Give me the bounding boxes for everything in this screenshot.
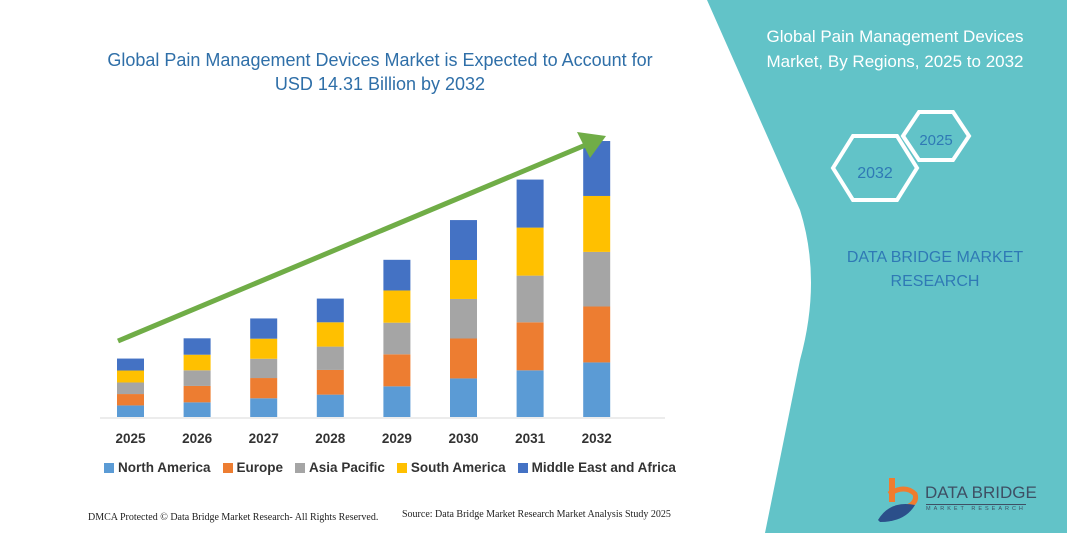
bar-segment-2029-south-america xyxy=(383,290,411,323)
bar-segment-2028-north-america xyxy=(316,394,344,417)
bar-segment-2028-asia-pacific xyxy=(316,346,344,370)
hexagon-2025-label: 2025 xyxy=(919,132,952,149)
bar-segment-2032-asia-pacific xyxy=(583,251,611,307)
trend-arrow-head xyxy=(577,132,606,158)
bar-segment-2027-south-america xyxy=(250,338,278,359)
trend-arrow-line xyxy=(117,141,589,344)
bar-segment-2030-north-america xyxy=(450,378,477,417)
logo-text: DATA BRIDGE xyxy=(925,483,1037,502)
hexagon-2032-label: 2032 xyxy=(857,165,893,182)
legend-label: South America xyxy=(410,460,506,475)
legend-swatch xyxy=(222,462,233,473)
legend-label: North America xyxy=(118,460,211,475)
legend-swatch xyxy=(517,462,528,473)
legend-label: Asia Pacific xyxy=(309,460,385,475)
bar-segment-2026-north-america xyxy=(183,402,211,417)
bar-segment-2029-north-america xyxy=(383,386,411,417)
legend-label: Middle East and Africa xyxy=(531,460,676,475)
bar-segment-2027-north-america xyxy=(250,398,278,417)
x-tick-label: 2028 xyxy=(315,431,346,446)
bar-segment-2030-asia-pacific xyxy=(450,298,477,339)
bar-segment-2030-middle-east-and-africa xyxy=(450,220,477,261)
bar-segment-2027-europe xyxy=(250,378,278,399)
bar-segment-2025-north-america xyxy=(117,405,144,417)
brand-name: DATA BRIDGE MARKET RESEARCH xyxy=(846,249,1024,290)
legend-swatch xyxy=(396,462,407,473)
x-tick-label: 2025 xyxy=(115,431,146,446)
legend: North America Europe Asia Pacific South Ame… xyxy=(104,460,676,475)
side-panel-title: Global Pain Management Devices Market, B… xyxy=(766,27,1024,71)
legend-swatch xyxy=(295,462,306,473)
legend-item: Europe xyxy=(222,460,284,475)
bar-segment-2031-asia-pacific xyxy=(516,275,544,323)
bar-segment-2025-asia-pacific xyxy=(117,382,144,395)
bar-segment-2025-europe xyxy=(117,394,144,406)
x-tick-label: 2031 xyxy=(515,431,546,446)
bar-segment-2031-north-america xyxy=(516,370,544,417)
x-tick-label: 2030 xyxy=(448,431,478,446)
bar-segment-2032-north-america xyxy=(583,362,611,417)
hexagon-2032 xyxy=(830,134,920,202)
legend-item: Middle East and Africa xyxy=(517,460,676,475)
legend-item: Asia Pacific xyxy=(295,460,385,475)
bar-segment-2029-asia-pacific xyxy=(383,322,411,355)
x-tick-label: 2032 xyxy=(582,431,612,446)
bar-segment-2032-south-america xyxy=(583,195,611,252)
bar-segment-2030-south-america xyxy=(450,260,477,299)
legend-swatch xyxy=(104,462,114,473)
bar-segment-2028-middle-east-and-africa xyxy=(316,298,344,323)
chart-title: Global Pain Management Devices Market is… xyxy=(107,50,653,94)
bar-segment-2029-middle-east-and-africa xyxy=(383,259,411,291)
bar-segment-2027-middle-east-and-africa xyxy=(250,318,278,339)
legend-item: South America xyxy=(396,460,506,475)
x-tick-label: 2029 xyxy=(382,431,412,446)
bar-segment-2025-south-america xyxy=(117,370,144,383)
legend-item: North America xyxy=(104,460,211,475)
x-tick-label: 2026 xyxy=(182,431,213,446)
bar-segment-2025-middle-east-and-africa xyxy=(117,358,144,371)
bar-segment-2026-middle-east-and-africa xyxy=(183,338,211,355)
dmca-notice: DMCA Protected © Data Bridge Market Rese… xyxy=(88,512,379,523)
hexagon-2025 xyxy=(900,110,972,162)
logo-subtext: MARKET RESEARCH xyxy=(926,504,1026,512)
side-panel-background xyxy=(707,0,1067,533)
data-bridge-logo-icon xyxy=(878,478,918,522)
bar-segment-2026-south-america xyxy=(183,354,211,371)
legend-label: Europe xyxy=(236,460,284,475)
bar-segment-2028-south-america xyxy=(316,322,344,347)
bar-segment-2026-europe xyxy=(183,385,211,403)
bar-segment-2030-europe xyxy=(450,338,477,379)
bar-segment-2031-south-america xyxy=(516,227,544,276)
bar-segment-2032-europe xyxy=(583,306,611,363)
bar-segment-2031-middle-east-and-africa xyxy=(516,179,544,228)
x-tick-label: 2027 xyxy=(249,431,279,446)
bar-segment-2031-europe xyxy=(516,322,544,371)
bar-segment-2027-asia-pacific xyxy=(250,358,278,379)
source-note: Source: Data Bridge Market Research Mark… xyxy=(402,509,671,520)
bar-segment-2029-europe xyxy=(383,354,411,387)
bar-segment-2028-europe xyxy=(316,369,344,395)
bar-segment-2026-asia-pacific xyxy=(183,370,211,386)
